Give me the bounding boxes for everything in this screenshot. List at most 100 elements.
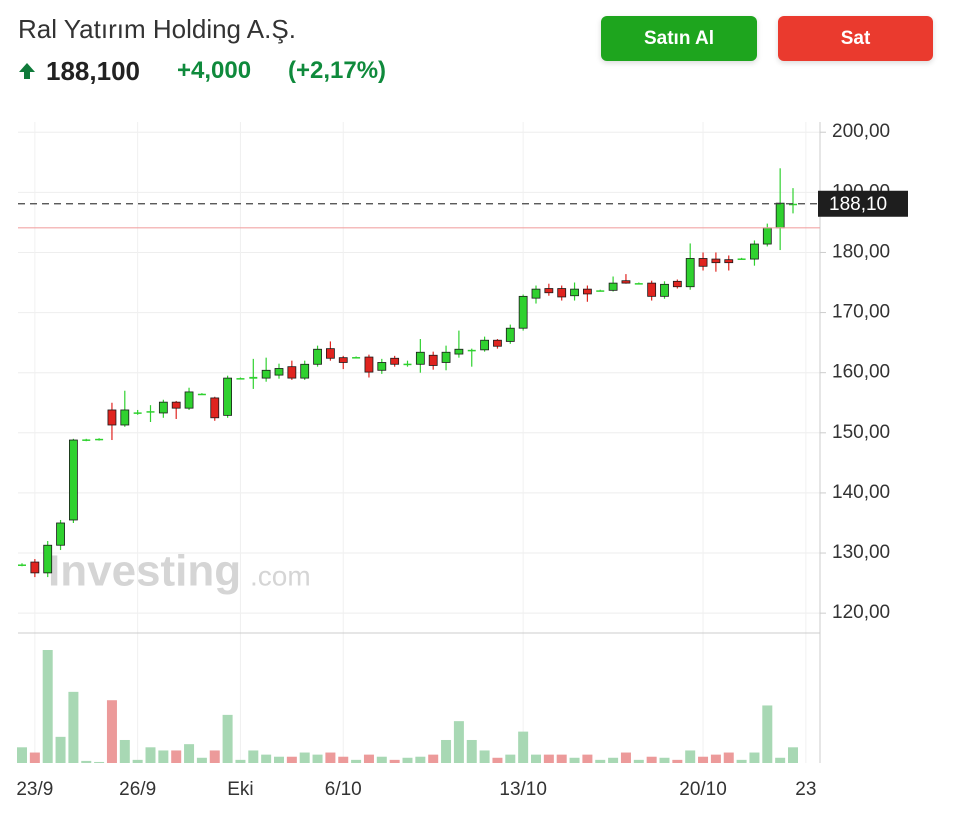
candle-body — [428, 354, 438, 366]
candle-body — [300, 363, 310, 379]
candle-body — [210, 397, 220, 419]
volume-bar — [505, 754, 516, 763]
volume-bar — [312, 754, 323, 763]
volume-bar — [710, 754, 721, 763]
candle-body — [352, 357, 361, 359]
candle-body — [236, 378, 245, 380]
volume-bar — [106, 700, 117, 763]
volume-bar — [171, 750, 182, 763]
candle-body — [146, 411, 155, 413]
volume-bar — [788, 747, 798, 763]
candle-body — [69, 439, 78, 521]
watermark-suffix: .com — [250, 560, 311, 591]
volume-bar — [351, 759, 362, 763]
candle-body — [184, 391, 194, 409]
candle-body — [698, 258, 708, 267]
x-tick-label: 6/10 — [325, 779, 362, 800]
x-tick-label: Eki — [227, 779, 253, 800]
candle-body — [441, 351, 451, 363]
volume-bar — [453, 721, 464, 763]
candle-body — [377, 362, 387, 371]
y-tick-label: 160,00 — [832, 362, 890, 383]
candle-body — [249, 376, 258, 379]
candle-body — [789, 203, 797, 206]
volume-bar — [274, 756, 284, 763]
volume-bar — [518, 731, 529, 763]
candle-body — [724, 259, 734, 264]
candle-body — [120, 409, 130, 426]
candle-body — [287, 366, 297, 379]
candle-body — [390, 357, 400, 365]
candle-body — [634, 283, 643, 285]
buy-button[interactable]: Satın Al — [601, 16, 757, 61]
volume-bar — [698, 756, 709, 763]
candle-body — [325, 348, 335, 359]
volume-bar — [222, 714, 233, 763]
candle-body — [711, 258, 721, 264]
volume-bar — [299, 752, 310, 763]
candle-body — [43, 544, 53, 574]
candle-body — [596, 290, 605, 292]
volume-bar — [672, 759, 683, 763]
x-tick-label: 20/10 — [679, 779, 727, 800]
volume-bar — [261, 754, 272, 763]
volume-bar — [248, 750, 259, 763]
y-tick-label: 140,00 — [832, 482, 890, 503]
volume-bar — [119, 739, 130, 763]
candle-body — [621, 280, 631, 284]
volume-bar — [363, 754, 374, 763]
y-tick-label: 200,00 — [832, 121, 890, 142]
volume-bar — [608, 757, 619, 763]
y-tick-label: 120,00 — [832, 602, 890, 623]
candle-body — [608, 282, 618, 291]
candle-body — [750, 243, 759, 260]
x-tick-label: 26/9 — [119, 779, 156, 800]
candle-body — [223, 377, 233, 416]
candle-body — [82, 439, 91, 441]
candle-body — [518, 295, 528, 329]
candle-body — [171, 401, 181, 409]
volume-bar — [415, 756, 426, 763]
candle-body — [480, 339, 490, 351]
change-percent: (+2,17%) — [288, 57, 387, 84]
volume-bar — [595, 759, 606, 763]
volume-bar — [235, 759, 246, 763]
volume-bar — [582, 754, 593, 763]
volume-bar — [749, 752, 760, 763]
volume-bar — [402, 757, 413, 763]
y-tick-label: 150,00 — [832, 422, 890, 443]
candle-body — [107, 409, 117, 426]
volume-bar — [620, 752, 631, 763]
volume-bar — [543, 754, 554, 763]
volume-bar — [556, 754, 567, 763]
candle-body — [95, 438, 104, 441]
candle-body — [647, 282, 657, 297]
last-price-label: 188,10 — [829, 194, 887, 215]
price: 188,100 — [46, 56, 140, 86]
y-tick-label: 170,00 — [832, 302, 890, 323]
volume-bar — [389, 759, 400, 763]
candle-body — [338, 357, 348, 363]
watermark-brand: Investing — [48, 547, 241, 596]
volume-bar — [569, 757, 580, 763]
volume-bar — [428, 754, 439, 763]
volume-bar — [646, 756, 657, 763]
volume-bar — [479, 750, 490, 763]
candle-body — [557, 288, 567, 298]
candle-body — [570, 288, 579, 297]
volume-bar — [17, 747, 27, 763]
volume-bar — [338, 756, 349, 763]
volume-bar — [633, 759, 644, 763]
candle-body — [415, 351, 425, 365]
volume-bar — [736, 759, 747, 763]
volume-bar — [55, 736, 66, 763]
y-tick-label: 180,00 — [832, 241, 890, 262]
candle-body — [493, 339, 502, 347]
x-tick-label: 23/9 — [16, 779, 53, 800]
candle-body — [158, 401, 168, 414]
volume-bar — [685, 750, 696, 763]
volume-bar — [42, 650, 53, 763]
sell-button[interactable]: Sat — [778, 16, 933, 61]
